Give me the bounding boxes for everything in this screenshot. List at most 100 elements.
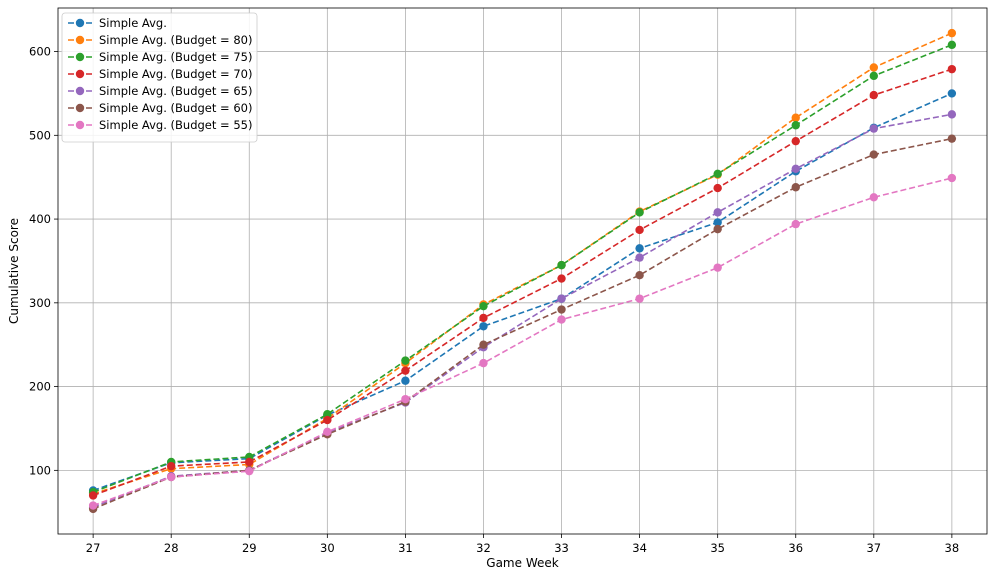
data-point: [635, 244, 644, 253]
y-tick-label: 100: [29, 463, 51, 477]
x-tick-label: 35: [710, 541, 725, 555]
data-point: [166, 461, 176, 471]
data-point: [713, 263, 722, 272]
data-point: [791, 219, 800, 229]
legend-label: Simple Avg. (Budget = 60): [99, 101, 252, 115]
x-tick-label: 32: [476, 541, 491, 555]
plot-frame: [57, 7, 988, 535]
legend-item: Simple Avg. (Budget = 55): [68, 118, 252, 132]
legend-marker: [75, 69, 85, 79]
legend-marker: [75, 18, 85, 28]
data-point: [869, 63, 879, 72]
legend-label: Simple Avg.: [99, 16, 167, 30]
data-point: [401, 366, 410, 375]
data-point: [947, 64, 957, 74]
data-point: [791, 136, 800, 146]
legend-label: Simple Avg. (Budget = 70): [99, 67, 252, 81]
series-6: [88, 173, 957, 510]
series-line: [92, 113, 953, 508]
data-point: [479, 322, 488, 331]
data-point: [947, 110, 957, 119]
y-tick-label: 200: [29, 380, 51, 394]
data-point: [713, 224, 722, 234]
data-point: [869, 193, 879, 202]
series-3: [88, 64, 957, 500]
data-point: [323, 415, 332, 425]
data-point: [791, 121, 800, 130]
legend-label: Simple Avg. (Budget = 55): [99, 118, 252, 132]
data-point: [947, 173, 957, 183]
series-0: [88, 89, 957, 495]
data-point: [635, 270, 644, 280]
data-point: [713, 218, 722, 227]
data-point: [401, 356, 410, 365]
data-point: [479, 313, 488, 323]
series-line: [92, 177, 953, 507]
data-point: [635, 294, 644, 303]
data-point: [635, 253, 644, 262]
data-point: [557, 315, 566, 324]
x-tick-label: 31: [398, 541, 413, 555]
y-axis-label: Cumulative Score: [7, 218, 21, 324]
legend-marker: [75, 103, 85, 113]
data-point: [557, 294, 566, 303]
series-4: [88, 110, 957, 512]
legend-item: Simple Avg. (Budget = 60): [68, 101, 252, 115]
series-line: [92, 32, 953, 495]
data-point: [245, 457, 254, 467]
data-point: [947, 40, 957, 50]
data-point: [479, 301, 488, 311]
x-tick-label: 36: [788, 541, 803, 555]
data-point: [947, 89, 957, 98]
legend-marker: [75, 120, 85, 130]
data-point: [479, 340, 488, 349]
data-point: [947, 134, 957, 143]
y-tick-label: 600: [29, 45, 51, 59]
x-tick-label: 30: [320, 541, 335, 555]
legend-item: Simple Avg. (Budget = 65): [68, 84, 252, 98]
legend-label: Simple Avg. (Budget = 75): [99, 50, 252, 64]
x-tick-label: 27: [86, 541, 101, 555]
data-point: [245, 466, 254, 476]
legend-marker: [75, 52, 85, 62]
y-tick-label: 300: [29, 296, 51, 310]
data-point: [869, 71, 879, 81]
x-axis-label: Game Week: [486, 556, 558, 570]
data-point: [713, 169, 722, 179]
legend-label: Simple Avg. (Budget = 80): [99, 33, 252, 47]
y-tick-label: 400: [29, 212, 51, 226]
data-point: [791, 113, 800, 122]
series-line: [92, 92, 953, 492]
data-point: [635, 225, 644, 235]
series-layer: [88, 28, 957, 514]
data-point: [323, 427, 332, 437]
legend-item: Simple Avg. (Budget = 75): [68, 50, 252, 64]
legend: Simple Avg. Simple Avg. (Budget = 80) Simp…: [61, 12, 258, 143]
data-point: [791, 164, 800, 174]
data-point: [635, 208, 644, 217]
data-point: [401, 394, 410, 404]
series-line: [92, 44, 953, 493]
legend-box: [61, 12, 258, 143]
data-point: [869, 150, 879, 159]
legend-marker: [75, 35, 85, 45]
x-axis-ticks: 27 28 29 30 31 32 33 34 35 36 37 38: [86, 534, 959, 555]
data-point: [713, 208, 722, 217]
data-point: [869, 90, 879, 100]
data-point: [557, 305, 566, 314]
y-axis-ticks: 100 200 300 400 500 600: [29, 45, 58, 477]
data-point: [479, 358, 488, 368]
data-point: [401, 376, 410, 385]
y-tick-label: 500: [29, 128, 51, 142]
data-point: [869, 124, 879, 133]
data-point: [88, 501, 98, 510]
data-point: [323, 410, 332, 419]
data-point: [947, 28, 957, 38]
series-line: [92, 68, 953, 497]
legend-marker: [75, 86, 85, 96]
data-point: [88, 491, 98, 500]
x-tick-label: 34: [632, 541, 647, 555]
legend-label: Simple Avg. (Budget = 65): [99, 84, 252, 98]
legend-item: Simple Avg.: [68, 16, 167, 30]
